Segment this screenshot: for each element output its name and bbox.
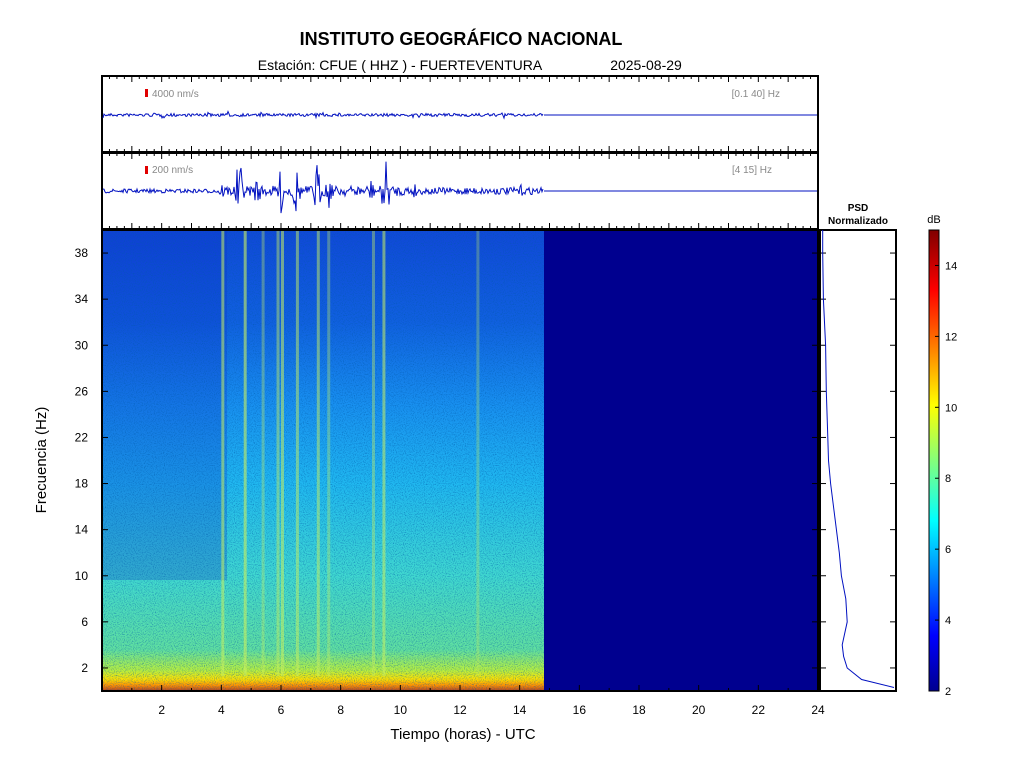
y-axis-label: Frecuencia (Hz) (33, 407, 50, 514)
scale-bar-1 (145, 89, 148, 97)
spectrogram-no-data (544, 230, 818, 691)
psd-title: PSD (848, 203, 869, 214)
seismogram-trace-1 (102, 110, 544, 120)
spectrogram-streak (295, 230, 299, 676)
colorbar-scale (928, 229, 940, 692)
trace-scale-label-1: 4000 nm/s (152, 89, 199, 100)
x-tick-label: 4 (218, 703, 225, 717)
x-axis-label: Tiempo (horas) - UTC (390, 726, 535, 743)
spectrogram-noise (102, 230, 544, 691)
trace-ticks-1 (101, 76, 819, 152)
x-tick-label: 24 (811, 703, 825, 717)
y-tick-label: 34 (75, 292, 89, 306)
psd-frame (819, 229, 897, 692)
y-tick-label: 26 (75, 384, 89, 398)
colorbar-tick-label: 10 (945, 402, 957, 414)
x-tick-label: 16 (573, 703, 587, 717)
date-label: 2025-08-29 (610, 57, 682, 73)
colorbar-tick-label: 12 (945, 331, 957, 343)
spectrogram-streak (327, 230, 331, 676)
spectrogram-streak (476, 230, 480, 676)
figure-title: INSTITUTO GEOGRÁFICO NACIONAL (300, 28, 623, 49)
colorbar-tick-label: 14 (945, 260, 957, 272)
colorbar: dB 2 4 6 8 10 12 14 (927, 214, 957, 698)
x-tick-label: 14 (513, 703, 527, 717)
x-axis-ticks: 2 4 6 8 10 12 14 16 18 20 22 24 (131, 685, 825, 717)
psd-panel: PSD Normalizado (819, 203, 897, 692)
x-tick-label: 10 (394, 703, 408, 717)
colorbar-tick-label: 8 (945, 473, 951, 485)
seismogram-trace-2 (102, 161, 544, 214)
y-tick-label: 2 (81, 661, 88, 675)
spectrogram-streak (261, 230, 265, 676)
trace-panel-broadband: 4000 nm/s [0.1 40] Hz (101, 75, 819, 153)
trace-ticks-2 (101, 153, 819, 229)
y-tick-label: 22 (75, 430, 89, 444)
spectrogram: 2 4 6 8 10 12 14 16 18 20 22 24 261014182226303438 … (33, 229, 825, 743)
x-tick-label: 8 (337, 703, 344, 717)
x-tick-label: 12 (453, 703, 467, 717)
x-tick-label: 22 (752, 703, 766, 717)
spectrogram-streak (276, 230, 280, 676)
y-tick-label: 38 (75, 246, 89, 260)
psd-curve (822, 230, 895, 688)
y-tick-label: 10 (75, 569, 89, 583)
colorbar-tick-label: 6 (945, 544, 951, 556)
spectrogram-event-lines (221, 230, 480, 676)
x-tick-label: 18 (632, 703, 646, 717)
x-tick-label: 2 (158, 703, 165, 717)
spectrogram-streak (371, 230, 375, 676)
y-tick-label: 14 (75, 523, 89, 537)
x-tick-label: 20 (692, 703, 706, 717)
trace-panel-filtered: 200 nm/s [4 15] Hz (101, 152, 819, 230)
spectrogram-streak (382, 230, 386, 676)
y-tick-label: 30 (75, 338, 89, 352)
spectrogram-streak (243, 230, 247, 676)
colorbar-tick-label: 2 (945, 686, 951, 698)
psd-ticks (820, 252, 896, 669)
colorbar-unit: dB (927, 214, 940, 226)
psd-subtitle: Normalizado (828, 216, 888, 227)
spectrogram-streak (221, 230, 225, 676)
colorbar-tick-label: 4 (945, 615, 951, 627)
y-tick-label: 6 (81, 615, 88, 629)
colorbar-ticks: 2 4 6 8 10 12 14 (935, 260, 957, 698)
spectrogram-streak (280, 230, 284, 676)
trace-scale-label-2: 200 nm/s (152, 165, 193, 176)
spectrogram-streak (316, 230, 320, 676)
scale-bar-2 (145, 166, 148, 174)
y-tick-label: 18 (75, 477, 89, 491)
station-label: Estación: CFUE ( HHZ ) - FUERTEVENTURA (258, 57, 543, 73)
x-tick-label: 6 (278, 703, 285, 717)
trace-band-label-2: [4 15] Hz (732, 165, 772, 176)
trace-band-label-1: [0.1 40] Hz (732, 89, 780, 100)
